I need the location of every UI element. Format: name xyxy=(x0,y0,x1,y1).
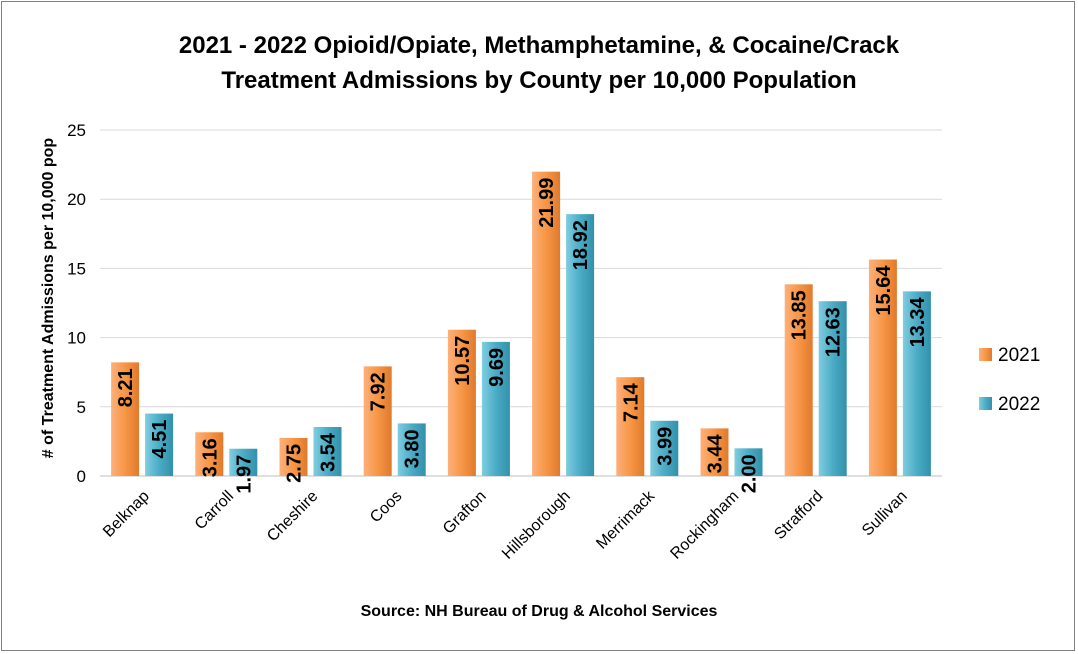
x-tick-label: Belknap xyxy=(100,488,153,541)
data-label-2021-coos: 7.92 xyxy=(368,372,390,411)
data-label-2022-grafton: 9.69 xyxy=(486,348,508,387)
legend-label-2022: 2022 xyxy=(998,394,1040,415)
bar-2022-carroll xyxy=(229,448,258,476)
data-label-2022-coos: 3.80 xyxy=(402,429,424,468)
bar-2022-merrimack xyxy=(650,420,679,476)
data-label-2022-cheshire: 3.54 xyxy=(318,432,340,472)
x-tick-label: Grafton xyxy=(440,488,490,538)
x-tick-label: Rockingham xyxy=(667,488,742,563)
bar-2021-coos xyxy=(363,366,392,476)
y-tick-label: 25 xyxy=(67,121,86,140)
bar-2021-hillsborough xyxy=(532,171,561,477)
data-label-2021-strafford: 13.85 xyxy=(789,290,811,340)
data-labels: 8.21 4.51 3.16 1.97 2.75 3.54 7.92 3.80 10.57 9.6… xyxy=(115,178,929,494)
x-tick-label: Sullivan xyxy=(859,488,911,540)
data-label-2022-merrimack: 3.99 xyxy=(654,427,676,466)
chart-title-line-2: Treatment Admissions by County per 10,00… xyxy=(221,67,856,94)
bar-2021-rockingham xyxy=(700,428,729,476)
y-axis-label: # of Treatment Admissions per 10,000 pop xyxy=(40,138,57,459)
gridlines xyxy=(100,129,942,477)
y-tick-label: 15 xyxy=(67,259,86,278)
y-tick-label: 20 xyxy=(67,190,86,209)
data-label-2022-strafford: 12.63 xyxy=(823,307,845,357)
data-label-2021-grafton: 10.57 xyxy=(452,336,474,386)
bar-2022-cheshire xyxy=(313,427,342,476)
bar-2021-strafford xyxy=(784,284,813,476)
chart-title-line-1: 2021 - 2022 Opioid/Opiate, Methamphetami… xyxy=(179,32,900,59)
bar-2022-sullivan xyxy=(902,291,931,476)
data-label-2022-carroll: 1.97 xyxy=(233,455,255,494)
data-label-2021-hillsborough: 21.99 xyxy=(536,178,558,228)
bar-2022-rockingham xyxy=(734,448,763,476)
x-tick-label: Carroll xyxy=(192,488,237,533)
bar-2022-strafford xyxy=(818,301,847,476)
bar-2021-merrimack xyxy=(616,377,645,476)
bar-2021-carroll xyxy=(195,432,224,476)
data-label-2021-carroll: 3.16 xyxy=(199,438,221,477)
x-tick-label: Merrimack xyxy=(593,487,659,553)
bar-2021-belknap xyxy=(111,362,140,476)
legend-label-2021: 2021 xyxy=(998,345,1040,366)
data-label-2022-rockingham: 2.00 xyxy=(739,454,761,493)
bar-2021-cheshire xyxy=(279,437,308,476)
y-axis-ticks: 0 5 10 15 20 25 xyxy=(67,121,86,486)
bar-2022-hillsborough xyxy=(566,214,595,476)
x-tick-label: Cheshire xyxy=(264,488,321,545)
y-tick-label: 10 xyxy=(67,329,86,348)
data-label-2021-rockingham: 3.44 xyxy=(705,434,727,474)
data-label-2022-hillsborough: 18.92 xyxy=(570,220,592,270)
x-tick-label: Coos xyxy=(367,488,405,526)
data-label-2021-belknap: 8.21 xyxy=(115,368,137,407)
y-tick-label: 0 xyxy=(77,467,86,486)
legend: 2021 2022 xyxy=(979,345,1040,415)
bar-2022-coos xyxy=(397,423,426,476)
legend-swatch-2022 xyxy=(979,397,992,410)
bar-2021-sullivan xyxy=(868,259,897,476)
data-label-2021-sullivan: 15.64 xyxy=(873,265,895,316)
bar-2022-grafton xyxy=(481,341,510,476)
x-axis-categories: Belknap Carroll Cheshire Coos Grafton Hillsbo… xyxy=(100,487,911,563)
bars xyxy=(111,171,931,477)
source-note: Source: NH Bureau of Drug & Alcohol Serv… xyxy=(361,603,718,620)
bar-2022-belknap xyxy=(145,413,174,476)
legend-swatch-2021 xyxy=(979,348,992,361)
y-tick-label: 5 xyxy=(77,398,86,417)
bar-2021-grafton xyxy=(447,329,476,476)
data-label-2022-belknap: 4.51 xyxy=(149,420,171,459)
data-label-2021-cheshire: 2.75 xyxy=(284,444,306,483)
x-tick-label: Hillsborough xyxy=(499,488,574,563)
data-label-2021-merrimack: 7.14 xyxy=(620,382,642,422)
x-tick-label: Strafford xyxy=(771,488,826,543)
data-label-2022-sullivan: 13.34 xyxy=(907,297,929,348)
